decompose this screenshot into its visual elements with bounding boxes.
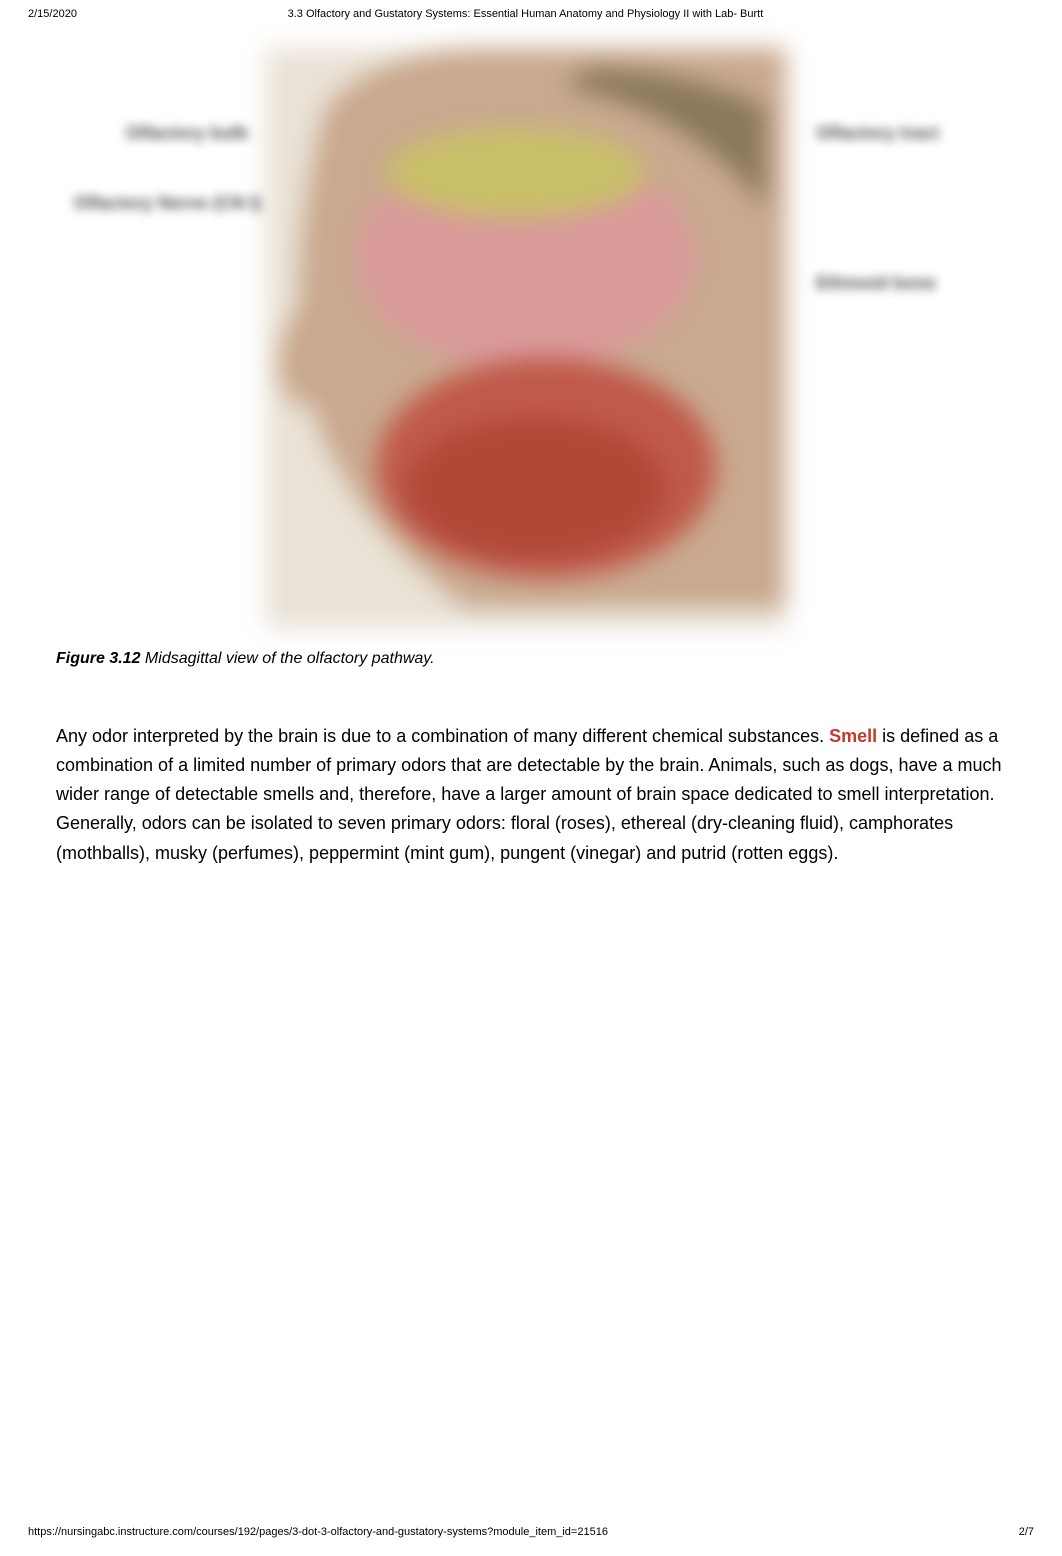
figure-caption-number: Figure 3.12 <box>56 650 140 667</box>
page-footer: https://nursingabc.instructure.com/cours… <box>28 1526 1034 1538</box>
page-header: 2/15/2020 3.3 Olfactory and Gustatory Sy… <box>0 0 1062 20</box>
header-title: 3.3 Olfactory and Gustatory Systems: Ess… <box>77 8 974 20</box>
figure-caption: Figure 3.12 Midsagittal view of the olfa… <box>56 650 1006 668</box>
footer-page-number: 2/7 <box>1019 1526 1034 1538</box>
footer-url: https://nursingabc.instructure.com/cours… <box>28 1526 608 1538</box>
anatomy-image <box>266 48 786 628</box>
term-smell: Smell <box>829 726 877 746</box>
figure-caption-text: Midsagittal view of the olfactory pathwa… <box>140 650 434 667</box>
header-spacer <box>974 8 1034 20</box>
header-date: 2/15/2020 <box>28 8 77 20</box>
img-olfactory <box>386 128 646 218</box>
anatomy-svg <box>266 48 786 628</box>
figure-label-olfactory-nerve: Olfactory Nerve (CN I) <box>74 193 261 214</box>
content-area: Olfactory bulb Olfactory Nerve (CN I) Ol… <box>0 48 1062 868</box>
body-text-a: Any odor interpreted by the brain is due… <box>56 726 829 746</box>
body-text-b: is defined as a combination of a limited… <box>56 726 1002 863</box>
figure-label-ethmoid-bone: Ethmoid bone <box>816 273 936 294</box>
figure-label-olfactory-tract: Olfactory tract <box>816 123 939 144</box>
img-tongue <box>406 418 666 558</box>
figure-label-olfactory-bulb: Olfactory bulb <box>126 123 248 144</box>
figure-wrap: Olfactory bulb Olfactory Nerve (CN I) Ol… <box>56 48 1006 638</box>
body-paragraph: Any odor interpreted by the brain is due… <box>56 722 1006 868</box>
